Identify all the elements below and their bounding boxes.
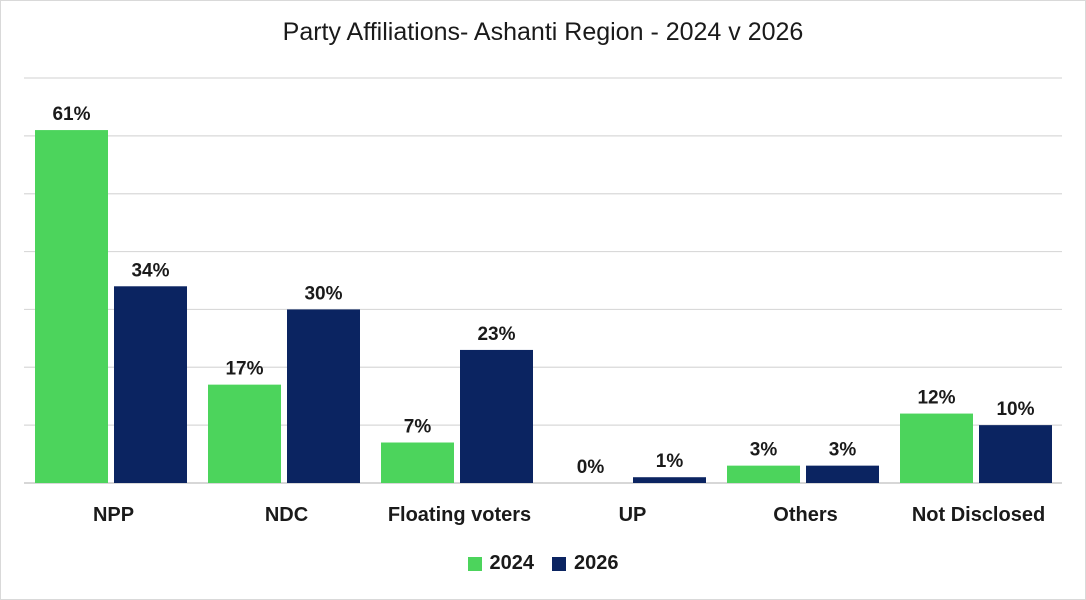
legend-item-2026: 2026 — [552, 552, 619, 575]
category-label: NPP — [93, 504, 134, 526]
chart-title: Party Affiliations- Ashanti Region - 202… — [282, 18, 804, 46]
data-label: 34% — [131, 260, 169, 281]
data-label: 3% — [750, 440, 778, 461]
bars — [35, 130, 1052, 484]
data-label: 23% — [477, 324, 515, 345]
legend-swatch-2024 — [467, 556, 482, 571]
gridlines — [24, 77, 1062, 484]
bar-2024-floating-voters — [381, 442, 454, 483]
bar-2024-npp — [35, 130, 108, 484]
data-labels: 61% 34% 17% 30% 7% 23% 0% 1% 3% 3% 12% 10% — [52, 104, 1034, 478]
data-label: 0% — [577, 457, 605, 478]
category-labels: NPP NDC Floating voters UP Others Not Disclos… — [93, 504, 1045, 526]
data-label: 17% — [225, 359, 263, 380]
bar-2026-floating-voters — [460, 349, 533, 483]
data-label: 61% — [52, 104, 90, 125]
legend-item-2024: 2024 — [467, 552, 535, 575]
data-label: 3% — [829, 440, 857, 461]
category-label: UP — [619, 504, 647, 526]
legend-label-2026: 2026 — [574, 552, 619, 574]
bar-2026-up — [633, 477, 706, 483]
data-label: 1% — [656, 451, 684, 472]
bar-2024-not-disclosed — [900, 413, 973, 483]
data-label: 30% — [304, 283, 342, 304]
category-label: NDC — [265, 504, 308, 526]
category-label: Not Disclosed — [912, 504, 1045, 526]
bar-2026-not-disclosed — [979, 425, 1052, 483]
data-label: 7% — [404, 417, 432, 438]
bar-2026-npp — [114, 286, 187, 483]
legend-label-2024: 2024 — [489, 552, 535, 574]
category-label: Floating voters — [388, 504, 531, 526]
category-label: Others — [773, 504, 837, 526]
bar-2024-others — [727, 465, 800, 483]
legend: 2024 2026 — [0, 552, 1086, 575]
data-label: 10% — [996, 399, 1034, 420]
data-label: 12% — [917, 388, 955, 409]
bar-2026-ndc — [287, 309, 360, 483]
legend-swatch-2026 — [552, 556, 566, 571]
bar-2024-ndc — [208, 384, 281, 483]
bar-2026-others — [806, 465, 879, 483]
